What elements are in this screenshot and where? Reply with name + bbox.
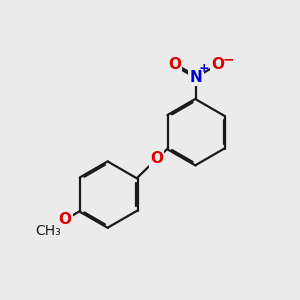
Text: O: O — [150, 152, 163, 166]
Text: O: O — [59, 212, 72, 227]
Text: CH₃: CH₃ — [35, 224, 61, 238]
Text: +: + — [199, 62, 210, 75]
Text: O: O — [211, 57, 224, 72]
Text: N: N — [190, 70, 202, 85]
Text: −: − — [223, 52, 235, 66]
Text: O: O — [168, 57, 181, 72]
